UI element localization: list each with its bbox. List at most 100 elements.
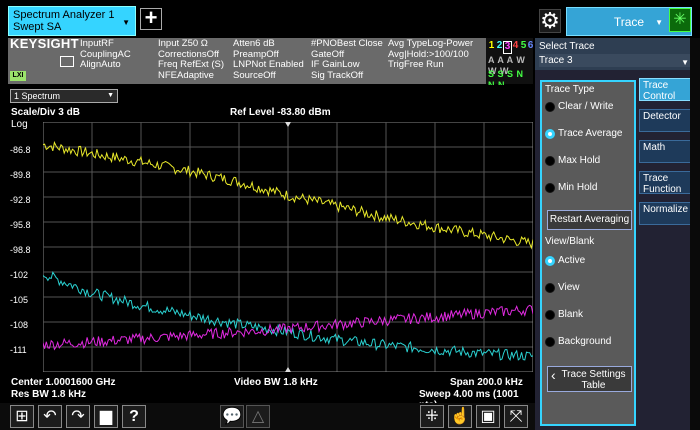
folder-icon[interactable]: ▆ (94, 405, 118, 428)
view-dropdown[interactable]: 1 Spectrum ▼ (10, 89, 118, 103)
tab-normalize[interactable]: Normalize (639, 202, 697, 225)
settings-column-pno: #PNOBest Close GateOff IF GainLow Sig Tr… (311, 38, 383, 81)
radio-dot-icon (545, 337, 555, 347)
measurement-name: Swept SA (13, 21, 62, 33)
radio-background[interactable]: Background (542, 331, 634, 353)
trace-settings-table-button[interactable]: ‹ Trace Settings Table (547, 366, 632, 392)
radio-dot-icon (545, 283, 555, 293)
radio-view[interactable]: View (542, 277, 634, 299)
select-trace-dropdown[interactable]: Select Trace Trace 3 ▼ (535, 38, 695, 70)
settings-table-label: Trace Settings Table (561, 369, 626, 391)
tab-trace-control[interactable]: Trace Control (639, 78, 697, 102)
radio-dot-icon (545, 183, 555, 193)
setting-input-z: Input Z50 Ω (158, 38, 208, 49)
chevron-down-icon: ▼ (107, 92, 114, 99)
help-icon[interactable]: ? (122, 405, 146, 428)
setting-corrections: CorrectionsOff (158, 48, 220, 60)
setting-avg-type: Avg TypeLog-Power (388, 38, 474, 49)
radio-active[interactable]: Active (542, 250, 634, 272)
setting-nfe: NFEAdaptive (158, 69, 214, 81)
radio-label: View (558, 282, 580, 293)
trace-status-panel[interactable]: 1 2 3 4 5 6 A A A W W W S S S N N N (486, 38, 534, 90)
log-label: Log (11, 119, 28, 130)
radio-label: Trace Average (558, 128, 623, 139)
top-bar: Spectrum Analyzer 1 Swept SA ▼ + ⚙ Trace… (0, 0, 700, 38)
setting-lnp: LNPNot Enabled (233, 59, 304, 70)
y-tick-label: -102 (10, 270, 29, 280)
settings-panel[interactable]: KEYSIGHT LXI InputRF CouplingAC AlignAut… (8, 37, 534, 90)
spectrum-screen[interactable]: 1 Spectrum ▼ Scale/Div 3 dB Ref Level -8… (8, 85, 535, 411)
select-trace-value: Trace 3 (539, 54, 691, 67)
radio-label: Background (558, 336, 612, 347)
chevron-down-icon: ▼ (655, 18, 663, 27)
setting-trigger: TrigFree Run (388, 59, 444, 70)
plot-grid (43, 122, 533, 372)
mode-tab[interactable]: Spectrum Analyzer 1 Swept SA ▼ (8, 6, 136, 36)
trace-tab-label: Trace (613, 15, 645, 29)
center-freq-label: Center 1.0001600 GHz (11, 377, 116, 388)
spectrum-plot[interactable] (43, 122, 533, 372)
tab-detector[interactable]: Detector (639, 109, 697, 132)
setting-avg-hold: Avg|Hold:>100/100 (388, 48, 469, 60)
radio-label: Max Hold (558, 155, 601, 166)
right-edge-bar (690, 38, 700, 430)
plot-traces (43, 140, 533, 362)
setting-pno: #PNOBest Close (311, 38, 383, 49)
radio-max-hold[interactable]: Max Hold (542, 150, 634, 172)
restart-averaging-button[interactable]: Restart Averaging (547, 210, 632, 230)
bottom-toolbar: ⊞ ↶ ↷ ▆ ? 💬 △ ⁜ ☝ ▣ ⤧ (0, 403, 535, 430)
chevron-down-icon: ▼ (122, 18, 130, 27)
setting-source: SourceOff (233, 69, 276, 81)
redo-icon[interactable]: ↷ (66, 405, 90, 428)
trace-line-cyan (43, 271, 533, 362)
touch-icon[interactable]: ☝ (448, 405, 472, 428)
setting-gate: GateOff (311, 48, 345, 60)
trace-number-3: 3 (503, 41, 512, 54)
view-blank-label: View/Blank (545, 236, 595, 247)
radio-clear-write[interactable]: Clear / Write (542, 96, 634, 118)
undo-icon[interactable]: ↶ (38, 405, 62, 428)
setting-align: AlignAuto (80, 59, 121, 70)
gear-icon[interactable]: ⚙ (539, 8, 561, 33)
trace-line-magenta (43, 304, 533, 351)
trace-number-4: 4 (512, 40, 519, 51)
warning-icon[interactable]: △ (246, 405, 270, 428)
span-label: Span 200.0 kHz (450, 377, 523, 388)
message-icon[interactable] (60, 56, 74, 67)
single-window-icon[interactable]: ▣ (476, 405, 500, 428)
tab-math[interactable]: Math (639, 140, 697, 163)
trace-number-2: 2 (496, 40, 503, 51)
y-tick-label: -95.8 (10, 220, 31, 230)
trace-detectors-row: S S S N N N (488, 69, 524, 90)
message-icon[interactable]: 💬 (220, 405, 244, 428)
setting-coupling: CouplingAC (80, 48, 131, 60)
radio-blank[interactable]: Blank (542, 304, 634, 326)
radio-label: Active (558, 255, 586, 266)
radio-label: Clear / Write (558, 101, 614, 112)
setting-sig-track: Sig TrackOff (311, 69, 364, 81)
view-label: 1 Spectrum (14, 91, 61, 101)
tab-trace-function[interactable]: Trace Function (639, 171, 697, 195)
setting-atten: Atten6 dB (233, 38, 275, 49)
radio-dot-icon (545, 156, 555, 166)
scale-div-label: Scale/Div 3 dB (11, 107, 80, 118)
y-tick-label: -105 (10, 295, 29, 305)
ref-marker-top (285, 122, 291, 127)
setting-freq-ref: Freq RefExt (S) (158, 59, 224, 70)
radio-dot-icon (545, 256, 555, 266)
radio-dot-icon (545, 129, 555, 139)
category-tabs: Trace Control Detector Math Trace Functi… (639, 78, 697, 430)
radio-min-hold[interactable]: Min Hold (542, 177, 634, 199)
fullscreen-icon[interactable]: ⤧ (504, 405, 528, 428)
radio-trace-average[interactable]: Trace Average (542, 123, 634, 145)
windows-icon[interactable]: ⊞ (10, 405, 34, 428)
trace-number-6: 6 (527, 40, 534, 51)
multi-window-icon[interactable]: ⁜ (420, 405, 444, 428)
add-screen-button[interactable]: + (140, 7, 162, 30)
trace-number-1: 1 (488, 40, 495, 51)
y-tick-label: -111 (10, 345, 27, 355)
trace-control-menu: Trace Type Clear / Write Trace Average M… (540, 80, 636, 426)
chevron-down-icon: ▼ (681, 58, 689, 67)
radio-dot-icon (545, 102, 555, 112)
trace-types-row: A A A W W W (488, 55, 526, 76)
